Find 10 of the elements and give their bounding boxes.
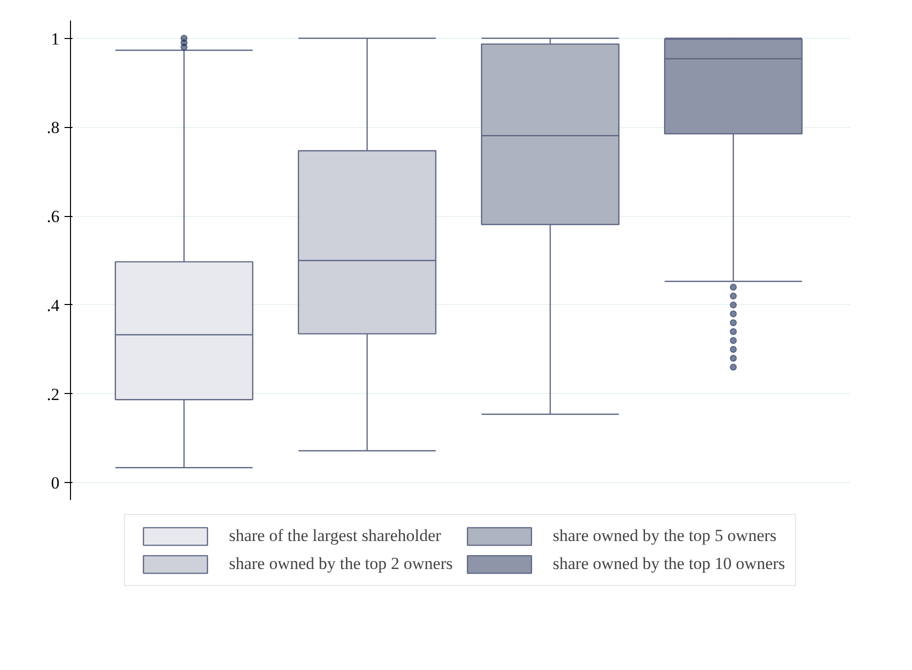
- legend-label: share owned by the top 5 owners: [552, 526, 777, 546]
- legend-label: share of the largest shareholder: [228, 526, 442, 546]
- legend-label: share owned by the top 2 owners: [228, 554, 453, 574]
- y-tick-label: .6: [46, 207, 60, 226]
- y-tick-label: .2: [46, 384, 60, 404]
- y-tick-label: 0: [51, 474, 60, 493]
- y-tick-label: .8: [46, 118, 60, 138]
- y-tick-label: .4: [46, 296, 60, 315]
- y-tick-label: 1: [51, 29, 60, 48]
- legend-label: share owned by the top 10 owners: [552, 554, 786, 574]
